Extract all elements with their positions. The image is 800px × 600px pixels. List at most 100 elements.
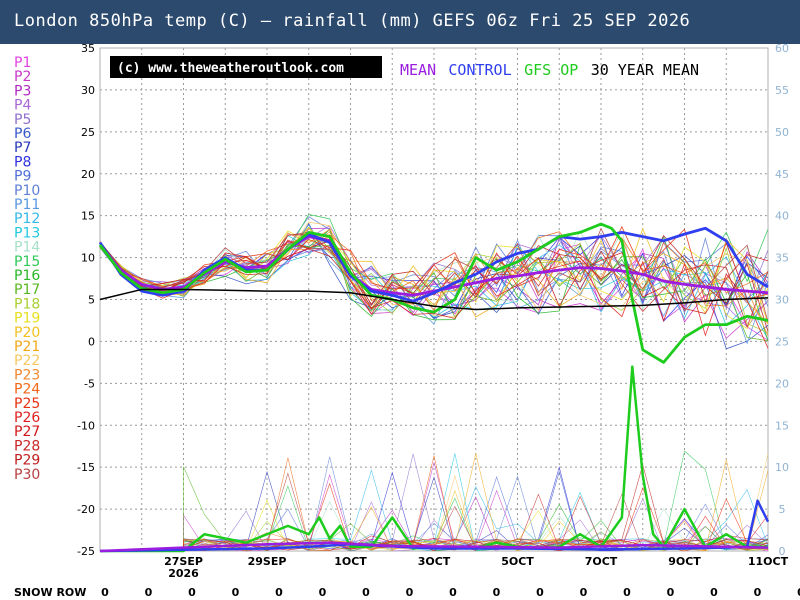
credit-box: (c) www.theweatheroutlook.com [110,56,382,78]
member-label-p25: P25 [14,396,40,412]
snow-row-value: 0 [449,586,457,599]
x-tick-label: 5OCT [501,555,534,568]
member-label-p2: P2 [14,69,31,85]
snow-row: SNOW ROW 0 0 0 0 0 0 0 0 0 0 0 0 0 0 0 0 0 [14,586,800,599]
snow-row-value: 0 [188,586,196,599]
x-tick-label: 29SEP [248,555,287,568]
member-label-p7: P7 [14,140,31,156]
left-tick-label: -10 [77,419,95,432]
member-label-p9: P9 [14,169,31,185]
member-label-p1: P1 [14,55,31,71]
right-tick-label: 45 [775,168,789,181]
left-tick-label: -15 [77,461,95,474]
series-gfs-op [98,222,769,364]
left-tick-label: -25 [77,545,95,558]
series-control-rainfall [99,499,770,553]
credit-background [110,56,382,78]
member-label-p26: P26 [14,410,40,426]
snow-row-value: 0 [232,586,240,599]
member-label-p24: P24 [14,382,40,398]
right-tick-label: 60 [775,42,789,55]
member-rain-p30 [100,472,769,552]
snow-row-value: 0 [710,586,718,599]
credit-text: (c) www.theweatheroutlook.com [117,61,344,76]
left-tick-label: 30 [81,84,95,97]
right-tick-label: 30 [775,294,789,307]
snow-row-value: 0 [667,586,675,599]
right-tick-label: 25 [775,335,789,348]
snow-row-value: 0 [536,586,544,599]
legend-30-year-mean: 30 YEAR MEAN [591,61,699,79]
member-label-p10: P10 [14,183,40,199]
member-line-p16 [99,228,769,342]
member-label-p8: P8 [14,154,31,170]
right-tick-label: 20 [775,377,789,390]
member-legend: P1P2P3P4P5P6P7P8P9P10P11P12P13P14P15P16P… [14,55,40,483]
left-tick-label: 5 [88,294,95,307]
right-tick-label: 5 [779,503,786,516]
member-line-p30 [99,227,769,323]
member-line-p6 [99,222,769,350]
right-tick-label: 50 [775,126,789,139]
x-axis: 27SEP 29SEP 1OCT 3OCT 5OCT 7OCT 9OCT 11OCT 2026 [164,555,789,580]
series-mean [98,235,769,297]
left-tick-label: -5 [84,377,95,390]
main-series [98,222,770,553]
member-label-p16: P16 [14,268,40,284]
x-tick-label: 3OCT [418,555,451,568]
left-tick-label: 25 [81,126,95,139]
member-label-p29: P29 [14,453,40,469]
right-tick-label: 40 [775,210,789,223]
member-label-p5: P5 [14,112,31,128]
member-label-p22: P22 [14,353,40,369]
snow-row-value: 0 [754,586,762,599]
x-tick-label: 1OCT [334,555,367,568]
snow-row-value: 0 [797,586,800,599]
snow-row-label: SNOW ROW [14,586,86,599]
title-bar: London 850hPa temp (C) — rainfall (mm) G… [0,0,800,44]
legend-control: CONTROL [448,61,511,79]
right-tick-label: 15 [775,419,789,432]
snow-row-value: 0 [406,586,414,599]
member-label-p3: P3 [14,83,31,99]
snow-row-value: 0 [580,586,588,599]
series-30-year-mean [99,288,769,311]
member-label-p21: P21 [14,339,40,355]
member-label-p19: P19 [14,311,40,327]
snow-row-value: 0 [101,586,109,599]
x-tick-label: 27SEP [164,555,203,568]
left-tick-label: -20 [77,503,95,516]
series-control [98,226,769,303]
left-tick-label: 0 [88,335,95,348]
member-label-p14: P14 [14,240,40,256]
left-tick-label: 10 [81,252,95,265]
member-label-p15: P15 [14,254,40,270]
legend-mean: MEAN [400,61,436,79]
left-tick-label: 15 [81,210,95,223]
member-label-p4: P4 [14,98,31,114]
left-tick-label: 20 [81,168,95,181]
member-label-p13: P13 [14,225,40,241]
right-tick-label: 35 [775,252,789,265]
member-label-p11: P11 [14,197,40,213]
x-tick-label: 7OCT [585,555,618,568]
snow-row-value: 0 [319,586,327,599]
member-label-p12: P12 [14,211,40,227]
right-tick-label: 0 [779,545,786,558]
chart-title: London 850hPa temp (C) — rainfall (mm) G… [14,11,691,31]
member-line-p15 [99,213,769,306]
x-tick-label: 9OCT [668,555,701,568]
snow-row-value: 0 [145,586,153,599]
x-year-label: 2026 [168,567,199,580]
member-label-p28: P28 [14,438,40,454]
snow-row-value: 0 [493,586,501,599]
member-label-p20: P20 [14,325,40,341]
member-label-p18: P18 [14,296,40,312]
member-rain-p20 [100,489,769,552]
grid [99,47,769,552]
left-axis: 35 30 25 20 15 10 5 0 -5 -10 -15 -20 -25 [77,42,95,558]
right-tick-label: 10 [775,461,789,474]
member-label-p30: P30 [14,467,40,483]
